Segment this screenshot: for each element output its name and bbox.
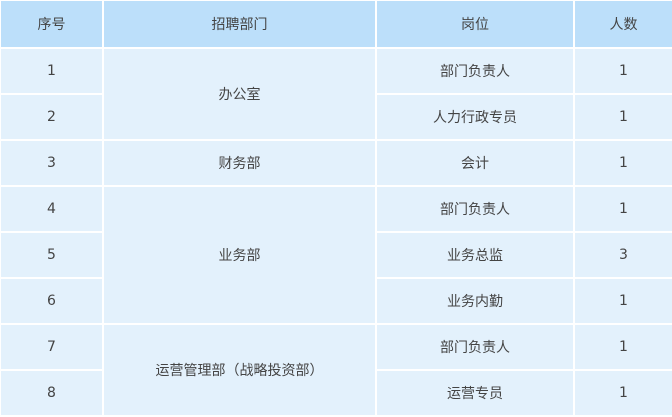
table-row: 7 运营管理部（战略投资部） 部门负责人 1: [0, 323, 672, 417]
table-row: 8 运营专员 1: [0, 369, 672, 417]
table-row: 4 业务部 部门负责人 1: [0, 185, 672, 325]
header-department: 招聘部门: [102, 0, 377, 49]
cell-index: 5: [0, 231, 104, 279]
cell-index: 8: [0, 369, 104, 417]
cell-count: 1: [573, 369, 672, 417]
table-row: 3 财务部 会计 1: [0, 139, 672, 187]
table-row: 5 业务总监 3: [0, 231, 672, 279]
table-row: 6 业务内勤 1: [0, 277, 672, 325]
table-row: 1 办公室 部门负责人 1: [0, 47, 672, 141]
cell-index: 1: [0, 47, 104, 95]
cell-department: 业务部: [102, 185, 377, 325]
cell-count: 1: [573, 323, 672, 371]
cell-count: 1: [573, 277, 672, 325]
cell-position: 人力行政专员: [375, 93, 575, 141]
cell-count: 3: [573, 231, 672, 279]
cell-index: 6: [0, 277, 104, 325]
cell-index: 2: [0, 93, 104, 141]
cell-position: 运营专员: [375, 369, 575, 417]
cell-position: 部门负责人: [375, 47, 575, 95]
cell-position: 业务内勤: [375, 277, 575, 325]
cell-count: 1: [573, 139, 672, 187]
cell-department: 办公室: [102, 47, 377, 141]
cell-position: 会计: [375, 139, 575, 187]
table-row: 2 人力行政专员 1: [0, 93, 672, 141]
cell-index: 4: [0, 185, 104, 233]
cell-position: 部门负责人: [375, 323, 575, 371]
cell-index: 3: [0, 139, 104, 187]
cell-department: 运营管理部（战略投资部）: [102, 323, 377, 417]
cell-position: 部门负责人: [375, 185, 575, 233]
header-position: 岗位: [375, 0, 575, 49]
cell-position: 业务总监: [375, 231, 575, 279]
cell-count: 1: [573, 185, 672, 233]
cell-department: 财务部: [102, 139, 377, 187]
header-count: 人数: [573, 0, 672, 49]
cell-count: 1: [573, 47, 672, 95]
header-index: 序号: [0, 0, 104, 49]
cell-count: 1: [573, 93, 672, 141]
table-header-row: 序号 招聘部门 岗位 人数: [0, 0, 672, 49]
cell-index: 7: [0, 323, 104, 371]
